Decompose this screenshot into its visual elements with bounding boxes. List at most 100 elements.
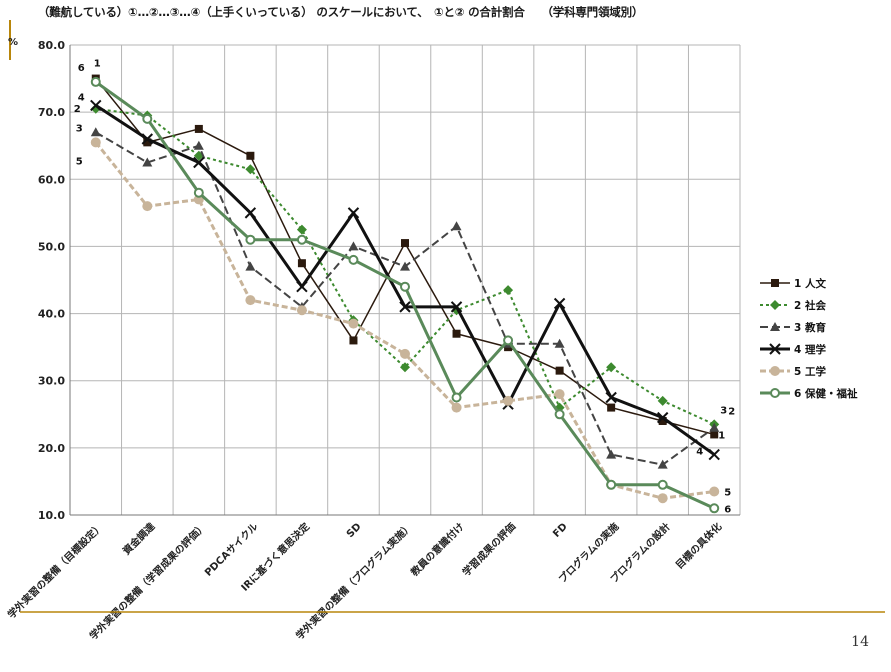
data-point xyxy=(709,422,720,432)
data-point xyxy=(657,459,668,469)
data-point xyxy=(708,448,720,461)
data-point xyxy=(141,133,154,145)
legend-label: 2 社会 xyxy=(794,299,826,312)
y-axis: % 80.0 70.0 60.0 50.0 40.0 30.0 20.0 10.0 xyxy=(8,37,71,522)
data-point xyxy=(605,391,617,404)
series-end-label: 4 xyxy=(696,447,703,458)
data-point xyxy=(555,366,564,375)
legend: 1 人文 2 社会 3 教育 4 理学 5 工学 6 保健・福祉 xyxy=(760,277,858,400)
data-point xyxy=(770,388,780,398)
x-tick-label: 目標の具体化 xyxy=(673,520,725,572)
data-point xyxy=(770,366,780,376)
data-point xyxy=(348,254,359,265)
data-point xyxy=(709,486,720,497)
data-point xyxy=(348,318,359,329)
data-point xyxy=(193,140,204,150)
legend-label: 4 理学 xyxy=(794,343,826,356)
data-point xyxy=(452,329,461,338)
grid-lines xyxy=(69,44,741,516)
data-point xyxy=(770,300,780,310)
series-line xyxy=(94,104,716,456)
data-point xyxy=(553,297,566,310)
data-point xyxy=(400,348,410,359)
y-tick-label: 10.0 xyxy=(38,509,65,522)
series-1 xyxy=(91,74,719,439)
y-tick-label: 60.0 xyxy=(38,173,65,186)
data-point xyxy=(709,503,720,514)
legend-item: 3 教育 xyxy=(760,321,826,334)
data-point xyxy=(296,224,307,235)
data-point xyxy=(657,493,668,504)
data-point xyxy=(90,99,102,112)
series-start-label: 5 xyxy=(76,156,83,167)
data-point xyxy=(771,279,779,287)
data-point xyxy=(90,137,101,148)
series-line xyxy=(94,80,715,510)
data-point xyxy=(296,281,308,293)
data-point xyxy=(769,343,781,355)
data-point xyxy=(143,138,152,147)
data-point xyxy=(193,156,205,169)
series-start-label: 2 xyxy=(74,104,81,115)
y-tick-label: 70.0 xyxy=(38,106,65,119)
series-end-label: 3 xyxy=(720,406,727,417)
data-point xyxy=(400,362,410,373)
data-point xyxy=(400,261,410,271)
data-point xyxy=(451,221,462,231)
data-point xyxy=(245,164,256,175)
data-point xyxy=(503,335,514,346)
data-point xyxy=(657,395,668,406)
data-point xyxy=(450,301,463,313)
data-point xyxy=(194,124,203,133)
data-point xyxy=(245,261,256,271)
data-point xyxy=(296,234,307,245)
data-point xyxy=(658,417,667,425)
legend-item: 5 工学 xyxy=(760,365,826,378)
data-point xyxy=(607,403,616,412)
data-point xyxy=(244,207,257,219)
series-4 xyxy=(90,99,720,461)
legend-item: 6 保健・福祉 xyxy=(760,387,858,400)
data-point xyxy=(606,479,617,490)
data-point xyxy=(193,187,204,198)
data-point xyxy=(606,362,617,373)
data-point xyxy=(90,76,101,87)
legend-item: 1 人文 xyxy=(760,277,826,290)
x-tick-label: 資金調達 xyxy=(120,520,157,557)
y-tick-label: 80.0 xyxy=(38,39,65,52)
series-end-label: 1 xyxy=(718,430,725,441)
data-point xyxy=(656,411,669,424)
data-point xyxy=(246,151,255,160)
x-tick-label: 学外実習の整備（目標設定） xyxy=(5,520,106,621)
x-tick-label: 教員の意識付け xyxy=(407,520,466,579)
series-6 xyxy=(90,76,720,514)
y-tick-label: 40.0 xyxy=(38,308,65,321)
data-point xyxy=(400,281,410,292)
y-axis-label: % xyxy=(8,37,18,48)
data-point xyxy=(401,239,409,248)
legend-label: 3 教育 xyxy=(794,321,826,334)
series-3 xyxy=(90,127,720,469)
data-point xyxy=(710,430,719,439)
y-tick-label: 20.0 xyxy=(38,442,65,455)
data-point xyxy=(606,449,617,459)
series-line xyxy=(95,131,715,466)
y-tick-label: 50.0 xyxy=(38,240,65,253)
data-point xyxy=(451,402,462,413)
legend-label: 1 人文 xyxy=(794,277,826,290)
y-tick-label: 30.0 xyxy=(38,375,65,388)
page-number: 14 xyxy=(851,634,869,650)
data-point xyxy=(554,338,565,348)
series-end-label: 2 xyxy=(728,406,735,417)
data-point xyxy=(142,157,153,167)
x-tick-label: SD xyxy=(345,521,364,540)
data-point xyxy=(451,392,462,403)
data-point xyxy=(399,301,411,313)
data-point xyxy=(90,127,101,137)
data-point xyxy=(348,241,359,251)
data-point xyxy=(554,389,565,400)
series-start-label: 4 xyxy=(78,92,85,103)
series-end-label: 5 xyxy=(724,488,731,499)
